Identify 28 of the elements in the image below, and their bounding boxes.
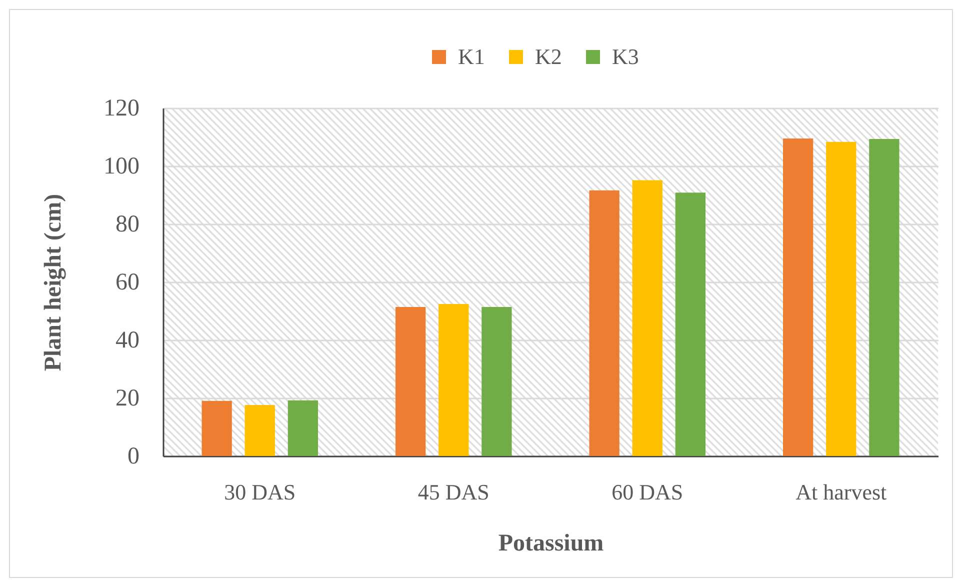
bar xyxy=(869,139,900,456)
bar xyxy=(438,304,469,456)
bar xyxy=(783,138,814,456)
legend-label: K3 xyxy=(612,44,639,69)
bar xyxy=(244,404,275,456)
y-axis-title: Plant height (cm) xyxy=(40,194,66,372)
y-tick-label: 20 xyxy=(116,386,140,412)
y-tick-label: 80 xyxy=(116,212,140,238)
bar xyxy=(396,306,426,456)
bar xyxy=(482,306,512,456)
bar xyxy=(589,190,620,456)
y-tick-label: 100 xyxy=(104,154,140,180)
legend-label: K1 xyxy=(458,44,485,69)
y-tick-label: 0 xyxy=(128,444,140,470)
bar xyxy=(826,142,856,456)
x-tick-label: 60 DAS xyxy=(612,480,684,504)
x-tick-label: At harvest xyxy=(796,480,887,504)
bar xyxy=(202,400,232,456)
legend-label: K2 xyxy=(535,44,562,69)
y-tick-label: 40 xyxy=(116,328,140,354)
x-axis-title: Potassium xyxy=(498,530,604,556)
x-tick-label: 45 DAS xyxy=(418,480,490,504)
y-tick-label: 120 xyxy=(104,96,140,122)
bar xyxy=(632,180,662,456)
x-tick-label: 30 DAS xyxy=(224,480,296,504)
y-tick-label: 60 xyxy=(116,270,140,296)
bar xyxy=(288,400,318,456)
bar xyxy=(675,192,706,456)
